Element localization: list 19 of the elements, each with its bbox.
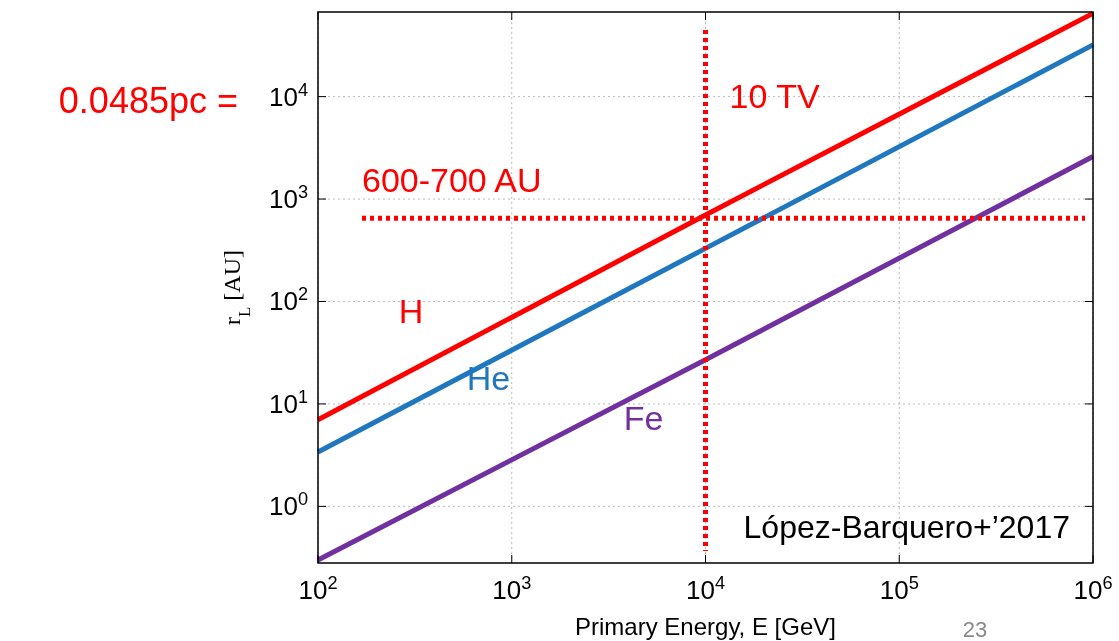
x-tick-label: 10$^{5}$	[879, 573, 919, 605]
text: 23	[962, 617, 988, 641]
ref-line-label: 600-700 AU	[362, 161, 542, 200]
y-tick-label: 10$^{0}$	[268, 489, 308, 522]
text: 0.0485pc =	[58, 80, 238, 121]
ref-line-label: 10 TV	[729, 77, 820, 115]
x-tick-label: 10$^{6}$	[1073, 573, 1113, 605]
x-tick-label: 10$^{2}$	[298, 573, 338, 605]
y-tick-label: 10$^{4}$	[268, 79, 308, 112]
x-axis-title: Primary Energy, E [GeV]	[575, 613, 836, 640]
y-tick-label: 10$^{2}$	[268, 284, 308, 317]
x-tick-label: 10$^{4}$	[685, 573, 726, 605]
x-tick-label: 10$^{3}$	[492, 573, 532, 605]
annotation: López-Barquero+’2017	[743, 509, 1070, 545]
series-label: Fe	[623, 398, 664, 437]
series-label: He	[466, 359, 511, 398]
series-label: H	[398, 291, 424, 330]
y-tick-label: 10$^{1}$	[268, 386, 308, 419]
y-tick-label: 10$^{3}$	[268, 182, 308, 215]
